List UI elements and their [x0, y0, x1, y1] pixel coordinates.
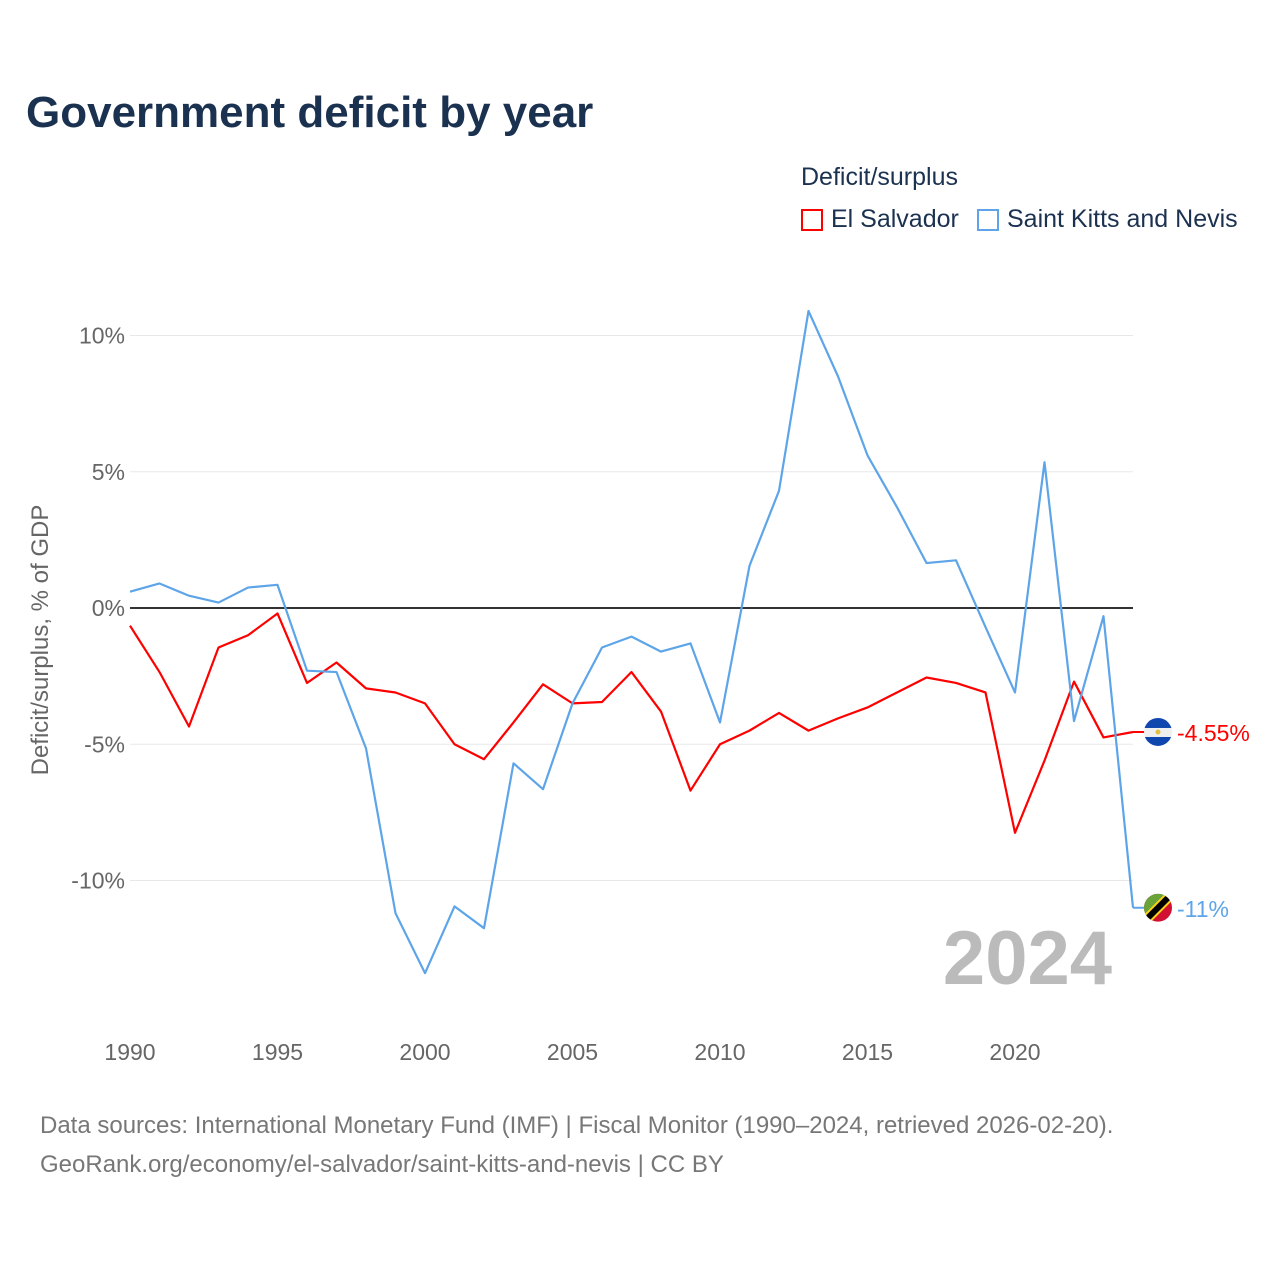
y-tick-label: 0% — [92, 595, 125, 621]
x-tick-label: 2005 — [547, 1039, 598, 1065]
footer: Data sources: International Monetary Fun… — [40, 1106, 1113, 1184]
y-tick-label: 5% — [92, 459, 125, 485]
flag-stripe — [1144, 717, 1172, 728]
y-tick-label: -5% — [84, 731, 125, 757]
legend-title: Deficit/surplus — [801, 163, 958, 191]
x-tick-label: 1990 — [104, 1039, 155, 1065]
y-tick-label: 10% — [79, 323, 125, 349]
legend-label: Saint Kitts and Nevis — [1007, 205, 1238, 233]
x-tick-label: 2020 — [989, 1039, 1040, 1065]
end-value-label: -11% — [1177, 896, 1229, 922]
series-line-saint-kitts-and-nevis — [129, 309, 1135, 975]
x-tick-label: 2010 — [694, 1039, 745, 1065]
y-axis-label: Deficit/surplus, % of GDP — [27, 505, 54, 776]
flag-body — [1144, 893, 1172, 922]
flag-stripe — [1144, 736, 1172, 746]
source-text: Data sources: International Monetary Fun… — [40, 1112, 1114, 1139]
y-tick-label: -10% — [71, 868, 125, 894]
flag-emblem — [1155, 729, 1161, 735]
legend-item-saint-kitts-and-nevis[interactable]: Saint Kitts and Nevis — [977, 205, 1238, 234]
legend-swatch-saint-kitts — [977, 208, 999, 231]
x-tick-label: 1995 — [252, 1039, 303, 1065]
x-tick-label: 2015 — [842, 1039, 893, 1065]
legend-label: El Salvador — [831, 205, 959, 233]
chart-title: Government deficit by year — [26, 88, 594, 137]
saint-kitts-flag-icon — [1144, 893, 1172, 922]
el-salvador-flag-icon — [1144, 717, 1172, 746]
series-line-el-salvador — [129, 612, 1134, 834]
attribution-link[interactable]: GeoRank.org/economy/el-salvador/saint-ki… — [40, 1151, 724, 1178]
x-tick-label: 2000 — [399, 1039, 450, 1065]
flag-body — [1144, 717, 1172, 746]
legend-item-el-salvador[interactable]: El Salvador — [801, 205, 959, 234]
end-value-label: -4.55% — [1177, 720, 1250, 746]
year-watermark: 2024 — [943, 916, 1112, 1001]
legend-swatch-el-salvador — [801, 208, 823, 231]
